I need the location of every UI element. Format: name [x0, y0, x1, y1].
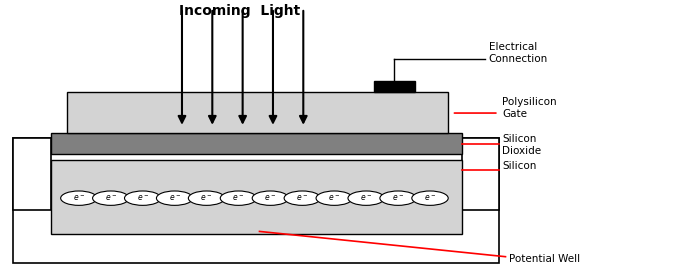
Bar [67, 92, 448, 133]
Bar [51, 133, 462, 154]
Circle shape [125, 191, 161, 205]
Text: Potential Well: Potential Well [509, 254, 580, 264]
Bar [462, 138, 499, 210]
Bar [374, 81, 415, 92]
Text: Silicon
Dioxide: Silicon Dioxide [502, 134, 541, 156]
Circle shape [92, 191, 129, 205]
Circle shape [252, 191, 288, 205]
Text: $e^-$: $e^-$ [297, 193, 309, 203]
Text: $e^-$: $e^-$ [264, 193, 276, 203]
Circle shape [380, 191, 417, 205]
Text: $e^-$: $e^-$ [424, 193, 436, 203]
Text: $e^-$: $e^-$ [328, 193, 340, 203]
Text: $e^-$: $e^-$ [168, 193, 181, 203]
Text: Electrical
Connection: Electrical Connection [489, 42, 548, 64]
Circle shape [156, 191, 193, 205]
Text: Silicon: Silicon [502, 161, 537, 171]
Circle shape [348, 191, 384, 205]
Text: $e^-$: $e^-$ [200, 193, 212, 203]
Bar [51, 160, 462, 234]
Text: $e^-$: $e^-$ [104, 193, 117, 203]
Circle shape [316, 191, 353, 205]
Circle shape [188, 191, 224, 205]
Circle shape [220, 191, 257, 205]
Circle shape [412, 191, 448, 205]
Circle shape [284, 191, 321, 205]
Text: Polysilicon
Gate: Polysilicon Gate [502, 97, 557, 119]
Bar [13, 138, 499, 263]
Text: $e^-$: $e^-$ [360, 193, 372, 203]
Text: $e^-$: $e^-$ [137, 193, 149, 203]
Bar [13, 138, 51, 210]
Text: $e^-$: $e^-$ [73, 193, 85, 203]
Text: Incoming  Light: Incoming Light [179, 4, 300, 18]
Circle shape [61, 191, 97, 205]
Text: $e^-$: $e^-$ [233, 193, 245, 203]
Text: $e^-$: $e^-$ [392, 193, 404, 203]
